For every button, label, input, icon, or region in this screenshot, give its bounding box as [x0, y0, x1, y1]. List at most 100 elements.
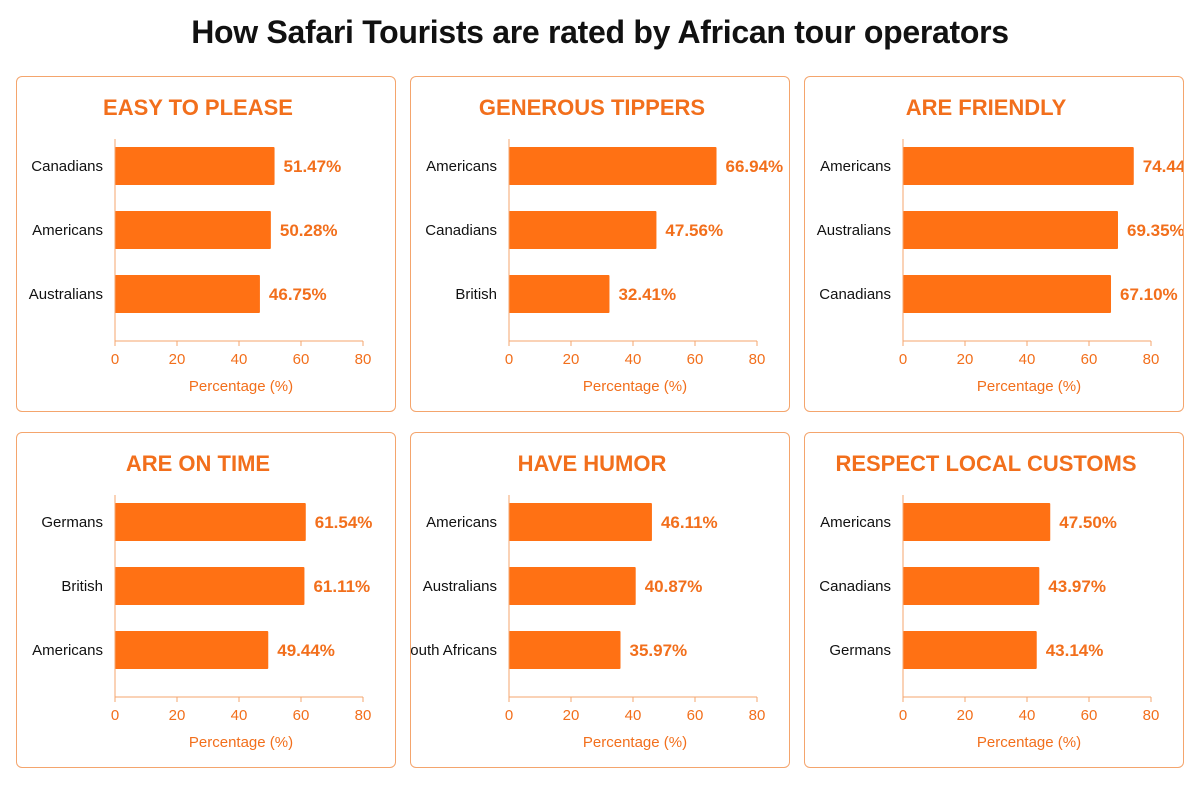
- page-title: How Safari Tourists are rated by African…: [191, 14, 1009, 50]
- bar-south-africans: [509, 631, 621, 669]
- category-label: Australians: [423, 578, 497, 595]
- category-label: Australians: [817, 222, 891, 239]
- x-tick-label: 40: [231, 351, 248, 368]
- chart-have-humor: HAVE HUMOR Americans 46.11% Australians 40.8…: [411, 451, 766, 751]
- chart-title: ARE FRIENDLY: [906, 95, 1067, 120]
- x-tick-label: 80: [749, 707, 766, 724]
- bar-americans: [903, 147, 1134, 185]
- bar-germans: [115, 503, 306, 541]
- chart-panel-generous-tippers: GENEROUS TIPPERS Americans 66.94% Canadians…: [410, 76, 790, 412]
- chart-are-friendly: ARE FRIENDLY Americans 74.44% Australians 69…: [817, 95, 1183, 395]
- chart-respect-local-customs: RESPECT LOCAL CUSTOMS Americans 47.50% Cana…: [819, 451, 1160, 751]
- bar-americans: [903, 503, 1051, 541]
- x-tick-label: 60: [293, 351, 310, 368]
- data-label: 74.44%: [1143, 157, 1183, 176]
- bar-australians: [509, 567, 636, 605]
- x-tick-label: 80: [355, 707, 372, 724]
- x-tick-label: 40: [625, 351, 642, 368]
- data-label: 32.41%: [618, 285, 676, 304]
- bar-australians: [115, 275, 260, 313]
- chart-generous-tippers: GENEROUS TIPPERS Americans 66.94% Canadians…: [425, 95, 784, 395]
- chart-title: ARE ON TIME: [126, 451, 270, 476]
- x-axis-title: Percentage (%): [189, 378, 293, 395]
- x-tick-label: 80: [1143, 351, 1160, 368]
- category-label: Germans: [41, 514, 103, 531]
- category-label: Americans: [820, 158, 891, 175]
- data-label: 66.94%: [726, 157, 784, 176]
- data-label: 40.87%: [645, 577, 703, 596]
- x-axis-title: Percentage (%): [977, 378, 1081, 395]
- x-tick-label: 40: [1019, 351, 1036, 368]
- bar-canadians: [115, 147, 275, 185]
- x-tick-label: 60: [1081, 707, 1098, 724]
- x-tick-label: 80: [355, 351, 372, 368]
- chart-title: GENEROUS TIPPERS: [479, 95, 705, 120]
- category-label: Germans: [829, 642, 891, 659]
- chart-easy-to-please: EASY TO PLEASE Canadians 51.47% Americans 50…: [29, 95, 372, 395]
- x-tick-label: 60: [687, 707, 704, 724]
- category-label: South Africans: [411, 642, 497, 659]
- data-label: 50.28%: [280, 221, 338, 240]
- data-label: 43.14%: [1046, 641, 1104, 660]
- x-tick-label: 0: [111, 351, 119, 368]
- x-axis-title: Percentage (%): [189, 734, 293, 751]
- category-label: Americans: [32, 642, 103, 659]
- data-label: 61.11%: [313, 577, 370, 596]
- x-tick-label: 60: [687, 351, 704, 368]
- category-label: Canadians: [819, 578, 891, 595]
- bar-americans: [115, 631, 269, 669]
- bar-canadians: [903, 275, 1112, 313]
- x-tick-label: 60: [1081, 351, 1098, 368]
- data-label: 46.75%: [269, 285, 327, 304]
- x-tick-label: 20: [563, 351, 580, 368]
- x-axis-title: Percentage (%): [977, 734, 1081, 751]
- chart-panel-have-humor: HAVE HUMOR Americans 46.11% Australians 40.8…: [410, 432, 790, 768]
- x-tick-label: 40: [625, 707, 642, 724]
- category-label: Australians: [29, 286, 103, 303]
- bar-australians: [903, 211, 1118, 249]
- x-axis-title: Percentage (%): [583, 734, 687, 751]
- data-label: 47.56%: [665, 221, 723, 240]
- data-label: 35.97%: [630, 641, 688, 660]
- chart-title: RESPECT LOCAL CUSTOMS: [835, 451, 1136, 476]
- x-tick-label: 80: [749, 351, 766, 368]
- x-tick-label: 60: [293, 707, 310, 724]
- x-tick-label: 20: [957, 707, 974, 724]
- category-label: Americans: [426, 158, 497, 175]
- chart-panel-are-friendly: ARE FRIENDLY Americans 74.44% Australians 69…: [804, 76, 1184, 412]
- bar-americans: [509, 147, 717, 185]
- category-label: Americans: [32, 222, 103, 239]
- category-label: Americans: [820, 514, 891, 531]
- data-label: 69.35%: [1127, 221, 1183, 240]
- category-label: Canadians: [425, 222, 497, 239]
- chart-are-on-time: ARE ON TIME Germans 61.54% British 61.11% Ame…: [32, 451, 373, 751]
- bar-british: [115, 567, 305, 605]
- data-label: 46.11%: [661, 513, 718, 532]
- x-tick-label: 0: [505, 351, 513, 368]
- x-tick-label: 0: [111, 707, 119, 724]
- x-tick-label: 80: [1143, 707, 1160, 724]
- bar-americans: [115, 211, 271, 249]
- x-tick-label: 20: [169, 707, 186, 724]
- x-tick-label: 0: [899, 707, 907, 724]
- data-label: 61.54%: [315, 513, 373, 532]
- bar-canadians: [903, 567, 1040, 605]
- category-label: British: [61, 578, 103, 595]
- x-tick-label: 20: [563, 707, 580, 724]
- category-label: British: [455, 286, 497, 303]
- x-tick-label: 0: [505, 707, 513, 724]
- category-label: Canadians: [819, 286, 891, 303]
- bar-british: [509, 275, 610, 313]
- x-tick-label: 20: [957, 351, 974, 368]
- bar-canadians: [509, 211, 657, 249]
- x-tick-label: 40: [231, 707, 248, 724]
- bar-americans: [509, 503, 652, 541]
- x-axis-title: Percentage (%): [583, 378, 687, 395]
- chart-title: HAVE HUMOR: [518, 451, 667, 476]
- chart-panel-respect-local-customs: RESPECT LOCAL CUSTOMS Americans 47.50% Cana…: [804, 432, 1184, 768]
- category-label: Canadians: [31, 158, 103, 175]
- x-tick-label: 40: [1019, 707, 1036, 724]
- data-label: 49.44%: [277, 641, 335, 660]
- chart-title: EASY TO PLEASE: [103, 95, 293, 120]
- x-tick-label: 0: [899, 351, 907, 368]
